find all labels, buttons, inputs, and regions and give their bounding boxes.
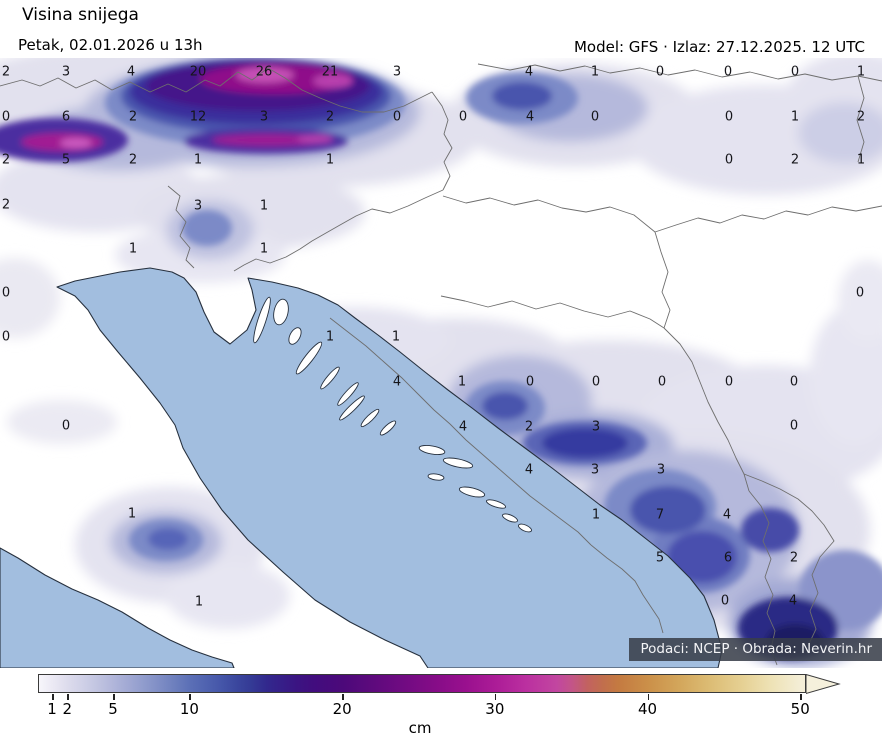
colorbar-tick-label: 30: [485, 700, 505, 718]
colorbar: [38, 674, 806, 693]
colorbar-tick-mark: [52, 694, 54, 700]
tyrrhenian-sea: [0, 547, 235, 668]
colorbar-tick-label: 1: [47, 700, 57, 718]
colorbar-tick-mark: [113, 694, 115, 700]
model-run-info: Model: GFS · Izlaz: 27.12.2025. 12 UTC: [573, 38, 865, 56]
colorbar-tick-label: 50: [790, 700, 810, 718]
colorbar-tick-mark: [800, 694, 802, 700]
colorbar-tick-label: 5: [108, 700, 118, 718]
colorbar-tick-mark: [494, 694, 497, 700]
colorbar-tick-label: 40: [637, 700, 658, 718]
adriatic-sea: [56, 267, 723, 668]
colorbar-tick-mark: [67, 694, 69, 700]
attribution-bar: Podaci: NCEP · Obrada: Neverin.hr: [628, 638, 882, 661]
page-title: Visina snijega: [22, 5, 139, 25]
colorbar-unit: cm: [408, 719, 432, 737]
islands: [253, 296, 532, 533]
forecast-datetime: Petak, 02.01.2026 u 13h: [18, 36, 203, 54]
country-borders: [0, 63, 882, 666]
colorbar-tick-mark: [189, 694, 191, 700]
colorbar-tick-label: 10: [179, 700, 199, 718]
colorbar-tick-label: 2: [62, 700, 73, 718]
colorbar-tick-label: 20: [332, 700, 352, 718]
colorbar-arrow: [806, 673, 841, 695]
colorbar-tick-mark: [342, 694, 344, 700]
colorbar-tick-mark: [647, 694, 650, 700]
